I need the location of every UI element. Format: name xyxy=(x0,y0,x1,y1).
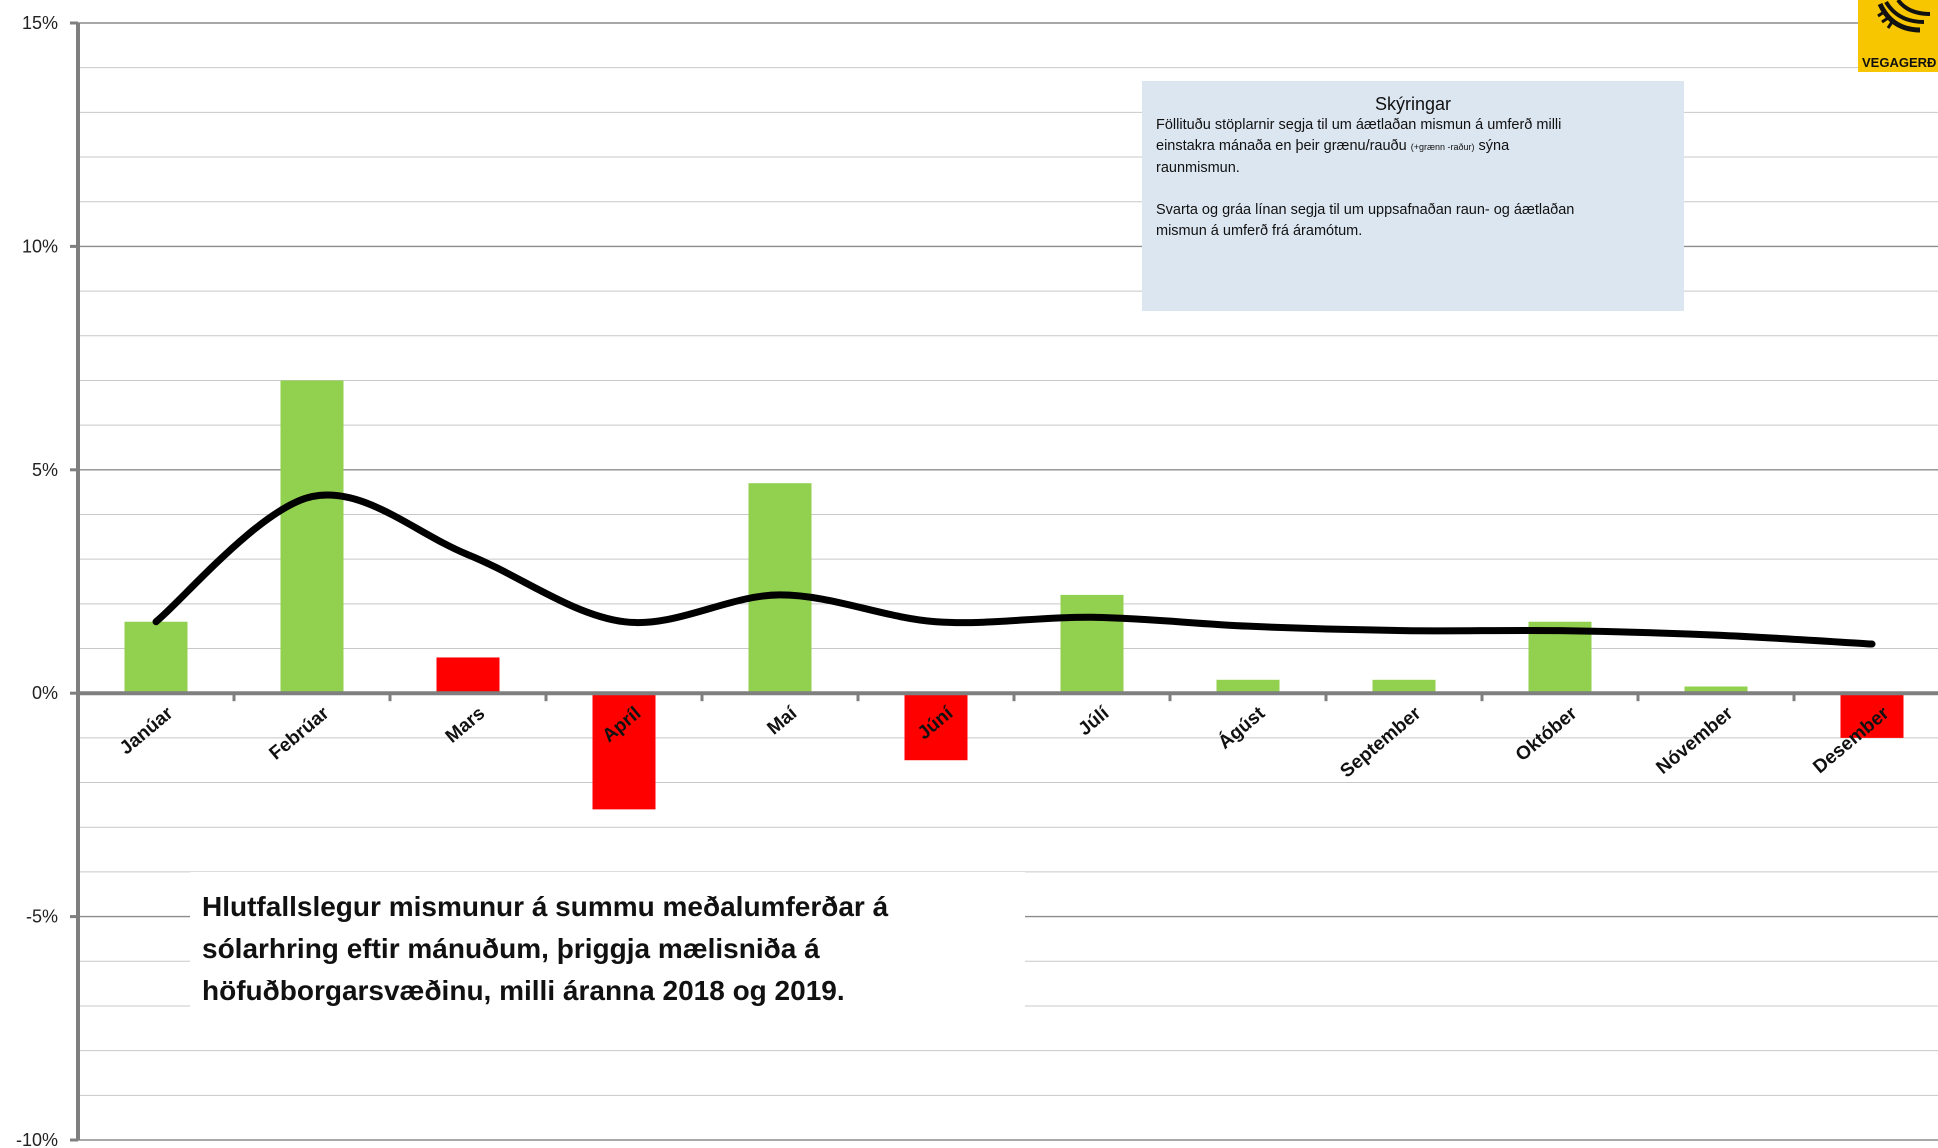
x-tick-label-mars: Mars xyxy=(442,703,489,748)
bars xyxy=(124,380,1904,810)
legend-line-2-end: sýna xyxy=(1474,138,1510,154)
logo-text: VEGAGERÐ xyxy=(1862,55,1937,70)
legend-line-5: mismun á umferð frá áramótum. xyxy=(1156,223,1363,239)
bar-júní xyxy=(904,693,968,761)
cumulative-line xyxy=(152,491,1876,648)
note-line-2: sólarhring eftir mánuðum, þriggja mælisn… xyxy=(202,933,820,964)
note-line-1: Hlutfallslegur mismunur á summu meðalumf… xyxy=(202,891,889,922)
x-tick-labels: Janúar Febrúar Mars Apríl Maí Júní Júlí Ágúst Se… xyxy=(116,702,1894,782)
y-tick-label: -5% xyxy=(26,907,58,927)
legend-line-2: einstakra mánaða en þeir grænu/rauðu (+g… xyxy=(1156,136,1670,158)
bar-mars xyxy=(436,657,500,694)
y-tick-labels: -10% -5% 0% 5% 10% 15% xyxy=(16,13,58,1148)
x-tick-label-febrúar: Febrúar xyxy=(266,703,334,765)
bar-apríl xyxy=(592,693,656,810)
legend-line-1: Föllituðu stöplarnir segja til um áætlað… xyxy=(1156,117,1562,133)
note-line-3: höfuðborgarsvæðinu, milli áranna 2018 og… xyxy=(202,975,845,1006)
vegagerdin-logo: VEGAGERÐ xyxy=(1858,0,1938,72)
x-tick-label-september: September xyxy=(1336,703,1425,783)
legend-line-2-start: einstakra mánaða en þeir grænu/rauðu xyxy=(1156,138,1411,154)
bar-júlí xyxy=(1060,594,1124,694)
legend-line-3: raunmismun. xyxy=(1156,160,1240,176)
bar-september xyxy=(1372,679,1436,694)
bar-maí xyxy=(748,483,812,694)
legend-box: Skýringar Föllituðu stöplarnir segja til… xyxy=(1142,81,1684,311)
x-tick-label-október: Október xyxy=(1512,703,1582,766)
legend-line-4: Svarta og gráa línan segja til um uppsaf… xyxy=(1156,202,1575,218)
axes xyxy=(70,21,1938,1142)
chart-note: Hlutfallslegur mismunur á summu meðalumf… xyxy=(190,872,1025,1008)
bar-febrúar xyxy=(280,380,344,694)
bar-ágúst xyxy=(1216,679,1280,694)
bar-janúar xyxy=(124,621,188,694)
legend-line-2-small: (+grænn -raður) xyxy=(1410,142,1475,152)
x-tick-label-júlí: Júlí xyxy=(1075,702,1114,740)
x-tick-label-ágúst: Ágúst xyxy=(1214,702,1270,754)
y-tick-label: 15% xyxy=(22,13,58,33)
y-tick-label: 5% xyxy=(32,460,58,480)
cumulative-line-path xyxy=(152,491,1876,648)
bar-desember xyxy=(1840,693,1904,738)
bar-nóvember xyxy=(1684,686,1748,694)
x-tick-label-janúar: Janúar xyxy=(116,703,178,760)
legend-gap xyxy=(1156,179,1670,200)
x-tick-label-nóvember: Nóvember xyxy=(1653,703,1738,779)
y-tick-label: -10% xyxy=(16,1130,58,1148)
y-tick-label: 10% xyxy=(22,236,58,256)
logo-emblem-icon xyxy=(1877,0,1931,33)
legend-title: Skýringar xyxy=(1374,94,1452,114)
x-tick-label-maí: Maí xyxy=(763,702,801,739)
y-tick-label: 0% xyxy=(32,683,58,703)
